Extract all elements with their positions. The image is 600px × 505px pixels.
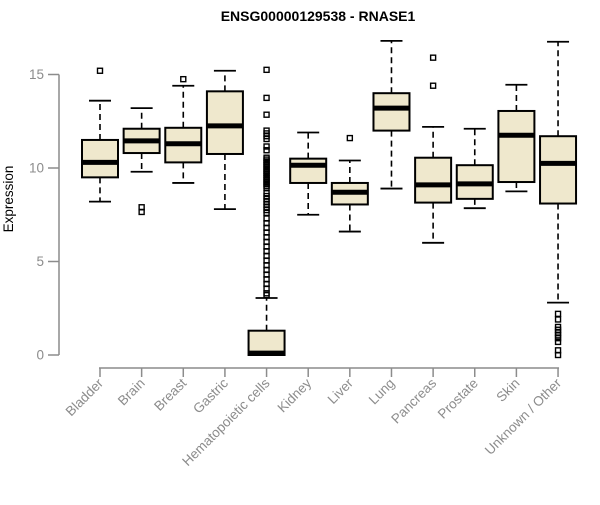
x-axis-category-label: Skin [493, 376, 522, 405]
outlier-point [263, 291, 270, 299]
x-axis-category-label: Pancreas [388, 375, 439, 426]
x-axis-category-label: Kidney [275, 375, 315, 415]
iqr-box [372, 92, 411, 132]
boxplot-pancreas [414, 54, 453, 244]
y-axis-tick-label: 5 [36, 254, 44, 269]
boxplot-gastric [205, 69, 244, 211]
iqr-box [81, 138, 119, 179]
outlier-point [263, 94, 270, 102]
outlier-point [138, 208, 145, 216]
outlier-point [429, 82, 437, 89]
boxplot-kidney [289, 131, 328, 216]
outlier-point [554, 351, 562, 359]
outlier-point [554, 334, 562, 342]
outlier-point [263, 143, 270, 150]
outlier-point [429, 54, 437, 61]
x-axis-category-label: Prostate [435, 376, 481, 422]
outlier-point [180, 75, 187, 83]
outlier-point [554, 338, 562, 346]
iqr-box [205, 90, 244, 155]
outlier-point [263, 66, 270, 74]
boxplot-skin [497, 83, 536, 193]
y-axis-tick-label: 0 [36, 348, 44, 363]
outlier-point [554, 316, 562, 323]
y-axis-tick-label: 15 [29, 67, 44, 82]
x-axis-category-label: Breast [151, 375, 189, 413]
box-series [81, 39, 578, 359]
outlier-point [346, 134, 354, 142]
outlier-point [263, 135, 270, 143]
iqr-box [497, 109, 536, 184]
boxplot-prostate [455, 127, 494, 210]
outlier-point [263, 147, 270, 154]
x-axis-category-label: Brain [115, 376, 148, 409]
x-axis-category-label: Lung [366, 376, 398, 408]
boxplot-lung [372, 39, 411, 190]
outlier-point [554, 310, 562, 318]
outlier-point [263, 111, 270, 118]
boxplot-hematopoietic-cells [247, 66, 286, 357]
x-axis-category-label: Gastric [190, 375, 231, 416]
x-axis-category-label: Bladder [63, 375, 107, 419]
boxplot-unknown-other [539, 40, 578, 359]
boxplot-bladder [81, 67, 119, 203]
iqr-box [414, 156, 453, 204]
y-axis-tick-label: 10 [29, 161, 44, 176]
outlier-point [96, 67, 104, 74]
boxplot-breast [164, 75, 203, 184]
chart-title: ENSG00000129538 - RNASE1 [221, 8, 416, 24]
iqr-box [289, 157, 328, 184]
boxplot-brain [122, 107, 161, 216]
x-axis-category-label: Unknown / Other [482, 375, 565, 458]
iqr-box [539, 135, 578, 205]
x-axis-category-label: Liver [325, 375, 357, 407]
boxplot-liver [330, 134, 369, 233]
y-axis-label: Expression [1, 166, 16, 233]
